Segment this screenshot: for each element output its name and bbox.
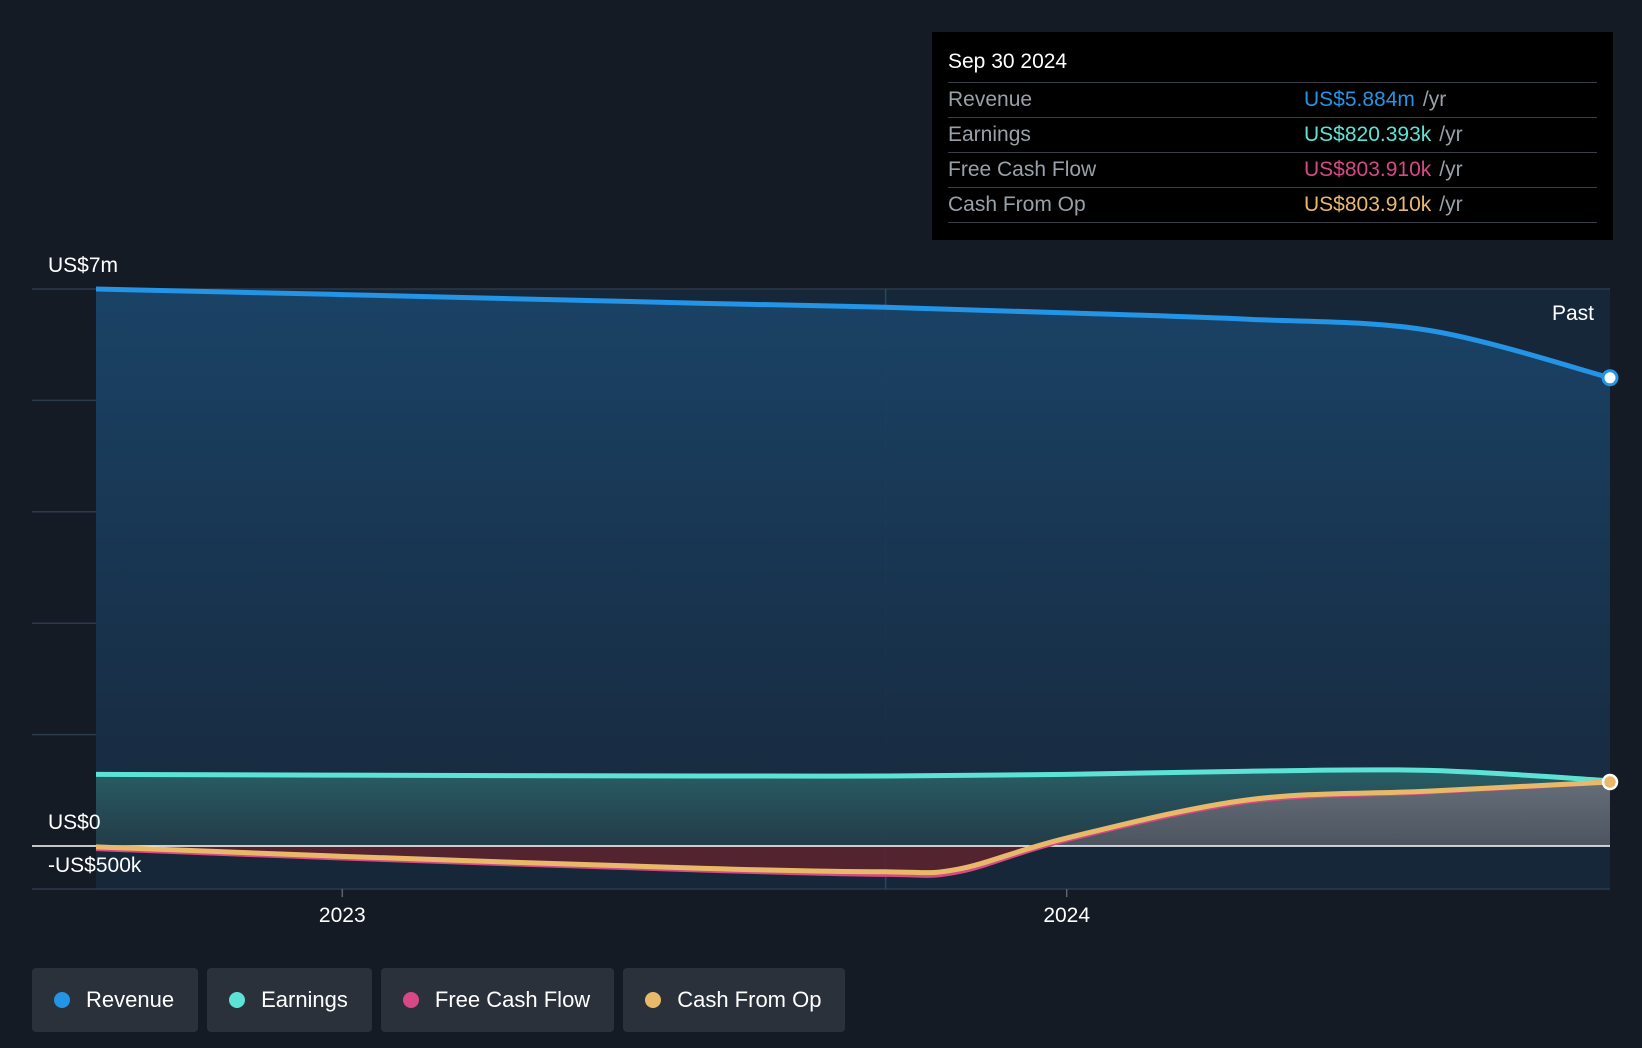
legend-label: Cash From Op bbox=[677, 987, 822, 1012]
revenue-area bbox=[96, 289, 1610, 846]
y-tick-label-bottom: -US$500k bbox=[48, 854, 142, 877]
x-tick-label: 2023 bbox=[319, 904, 366, 927]
legend-dot-icon bbox=[645, 992, 662, 1008]
tooltip-label: Free Cash Flow bbox=[948, 158, 1097, 181]
tooltip-label: Earnings bbox=[948, 123, 1031, 146]
tooltip: Sep 30 2024 Revenue US$5.884m /yr Earnin… bbox=[932, 32, 1613, 240]
tooltip-value: US$803.910k bbox=[1304, 193, 1432, 216]
tooltip-label: Cash From Op bbox=[948, 193, 1086, 216]
tooltip-date: Sep 30 2024 bbox=[948, 46, 1597, 83]
legend-item-free-cash-flow[interactable]: Free Cash Flow bbox=[380, 968, 615, 1032]
legend-item-earnings[interactable]: Earnings bbox=[207, 968, 372, 1032]
tooltip-unit: /yr bbox=[1439, 193, 1463, 216]
tooltip-value: US$803.910k bbox=[1304, 158, 1432, 181]
tooltip-label: Revenue bbox=[948, 88, 1033, 111]
tooltip-value: US$820.393k bbox=[1304, 123, 1432, 146]
tooltip-row-earnings: Earnings US$820.393k /yr bbox=[948, 118, 1597, 153]
cash-negative-area bbox=[96, 846, 1610, 873]
tooltip-row-cash-from-op: Cash From Op US$803.910k /yr bbox=[948, 188, 1597, 223]
legend-dot-icon bbox=[229, 992, 246, 1008]
earnings-line bbox=[95, 767, 1611, 784]
legend-label: Earnings bbox=[261, 987, 348, 1012]
legend-item-cash-from-op[interactable]: Cash From Op bbox=[623, 968, 846, 1032]
legend-label: Revenue bbox=[86, 987, 175, 1012]
legend-dot-icon bbox=[402, 992, 419, 1008]
x-tick-label: 2024 bbox=[1043, 904, 1090, 927]
cash-from-op-endpoint bbox=[1601, 773, 1619, 791]
y-tick-label-top: US$7m bbox=[48, 254, 118, 277]
legend-item-revenue[interactable]: Revenue bbox=[32, 968, 199, 1032]
revenue-endpoint bbox=[1601, 369, 1619, 387]
tooltip-row-free-cash-flow: Free Cash Flow US$803.910k /yr bbox=[948, 153, 1597, 188]
cash-from-op-line bbox=[95, 779, 1611, 876]
revenue-line bbox=[95, 286, 1611, 381]
cash-positive-area bbox=[96, 782, 1610, 846]
tooltip-value: US$5.884m bbox=[1304, 88, 1415, 111]
legend: Revenue Earnings Free Cash Flow Cash Fro… bbox=[32, 968, 846, 1032]
tooltip-unit: /yr bbox=[1422, 88, 1447, 111]
tooltip-row-revenue: Revenue US$5.884m /yr bbox=[948, 83, 1597, 118]
y-tick-label-zero: US$0 bbox=[48, 811, 101, 834]
tooltip-unit: /yr bbox=[1439, 158, 1463, 181]
tooltip-unit: /yr bbox=[1439, 123, 1463, 146]
period-label: Past bbox=[1552, 302, 1594, 325]
legend-label: Free Cash Flow bbox=[434, 987, 591, 1012]
legend-dot-icon bbox=[54, 992, 70, 1008]
